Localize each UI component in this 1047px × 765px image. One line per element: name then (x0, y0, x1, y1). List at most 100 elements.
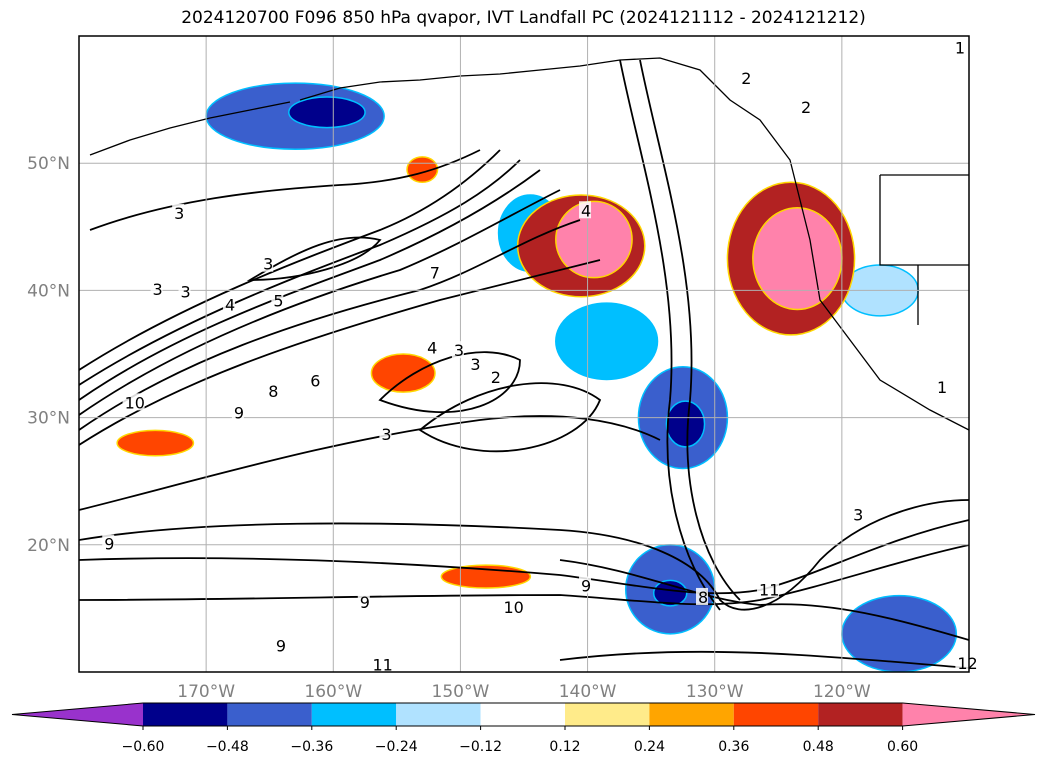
colorbar-segment (818, 703, 903, 726)
contour-label: 3 (174, 204, 184, 223)
map-frame (78, 35, 970, 673)
contour-label-bg (952, 38, 965, 56)
contour-label-bg (273, 636, 286, 654)
contour-line (246, 236, 382, 281)
contour-label: 3 (181, 283, 191, 302)
alaska-coastline (299, 57, 969, 431)
chart-title: 2024120700 F096 850 hPa qvapor, IVT Land… (181, 8, 866, 28)
contour-label: 3 (153, 280, 163, 299)
contour-label-bg (427, 263, 440, 281)
colorbar-tick-label: −0.36 (290, 739, 333, 755)
colorbar-tick-label: 0.48 (803, 739, 834, 755)
contour-label: 10 (503, 598, 523, 617)
colorbar-segment (480, 703, 565, 726)
contour-line (79, 544, 969, 606)
x-tick-label: 160°W (304, 682, 362, 702)
contour-label-bg (468, 355, 481, 373)
contour-label-bg (851, 505, 864, 523)
contour-line (79, 159, 521, 386)
colorbar-segment (733, 703, 819, 726)
contour-line (79, 169, 541, 401)
contour-label-bg (308, 371, 321, 389)
contour-line (79, 415, 661, 511)
colorbar-tick-label: 0.60 (887, 739, 918, 755)
shaded-region (370, 353, 436, 393)
contour-label-bg (231, 403, 244, 421)
coastlines (89, 57, 969, 431)
colorbar-tick-label: 0.36 (718, 739, 749, 755)
contour-label: 9 (104, 535, 114, 554)
colorbar-tick-label: −0.60 (122, 739, 165, 755)
shaded-region (752, 206, 843, 311)
contour-label: 2 (741, 69, 751, 88)
contour-label: 12 (957, 654, 977, 673)
contour-label: 10 (125, 393, 145, 412)
contour-label-bg (172, 203, 185, 221)
contour-line (639, 59, 741, 601)
contour-label-bg (935, 378, 948, 396)
map-background (79, 36, 969, 672)
contour-line (79, 189, 561, 416)
contour-label-bg (223, 295, 236, 313)
contour-line (89, 149, 481, 231)
contour-line (79, 259, 601, 446)
contour-line (559, 650, 969, 669)
contour-label: 8 (698, 588, 708, 607)
contour-label-bg (451, 341, 464, 359)
contour-label-bg (955, 654, 978, 672)
contour-label: 9 (234, 404, 244, 423)
x-tick-label: 150°W (432, 682, 490, 702)
colorbar-segment (143, 703, 228, 726)
shaded-region (841, 594, 958, 672)
contour-line (79, 149, 501, 371)
contour-label: 6 (310, 372, 320, 391)
y-tick-labels: 50°N 40°N 30°N 20°N (27, 154, 70, 556)
y-tick-label: 20°N (27, 536, 70, 556)
contour-label: 3 (470, 355, 480, 374)
contour-label-bg (122, 393, 145, 411)
contour-line (79, 219, 581, 431)
x-tick-label: 120°W (813, 682, 871, 702)
contour-label-bg (739, 68, 752, 86)
colorbar-segment (649, 703, 734, 726)
contour-label-bg (150, 280, 163, 298)
contour-label: 3 (263, 255, 273, 274)
contour-label: 4 (581, 201, 591, 220)
contour-label: 4 (225, 295, 235, 314)
x-tick-label: 170°W (177, 682, 235, 702)
x-tick-label: 130°W (686, 682, 744, 702)
contour-label: 1 (937, 378, 947, 397)
contour-label: 3 (381, 425, 391, 444)
y-tick-label: 50°N (27, 154, 70, 174)
contour-label-bg (757, 580, 780, 598)
contour-label-bg (178, 282, 191, 300)
colorbar-tick-label: 0.12 (549, 739, 580, 755)
border-line (879, 174, 969, 325)
contour-label: 11 (373, 655, 393, 674)
contour-label-bg (425, 338, 438, 356)
shaded-region (665, 400, 706, 448)
colorbar-segment (396, 703, 481, 726)
colorbar-tick-label: 0.24 (634, 739, 665, 755)
aleutian-coastline (89, 101, 291, 156)
shaded-region (288, 96, 366, 129)
colorbar-extend-max (902, 703, 1035, 726)
contour-label-bg (370, 655, 393, 673)
y-tick-label: 40°N (27, 281, 70, 301)
colorbar-tick-label: −0.48 (206, 739, 249, 755)
colorbar-extend-min (12, 703, 143, 726)
colorbar: −0.60 −0.48 −0.36 −0.24 −0.12 0.12 0.24 0.36 0.4… (11, 702, 1036, 755)
contour-label-bg (102, 534, 115, 552)
contour-label-bg (379, 425, 392, 443)
contour-label: 11 (759, 580, 779, 599)
contour-label-bg (488, 367, 501, 385)
shaded-region (555, 200, 633, 279)
contour-label: 9 (276, 636, 286, 655)
contour-label-bg (579, 576, 592, 594)
colorbar-tick-label: −0.24 (375, 739, 418, 755)
contour-label-bg (271, 291, 284, 309)
contour-label: 1 (955, 38, 965, 57)
contour-label: 5 (273, 292, 283, 311)
contour-label: 4 (427, 339, 437, 358)
